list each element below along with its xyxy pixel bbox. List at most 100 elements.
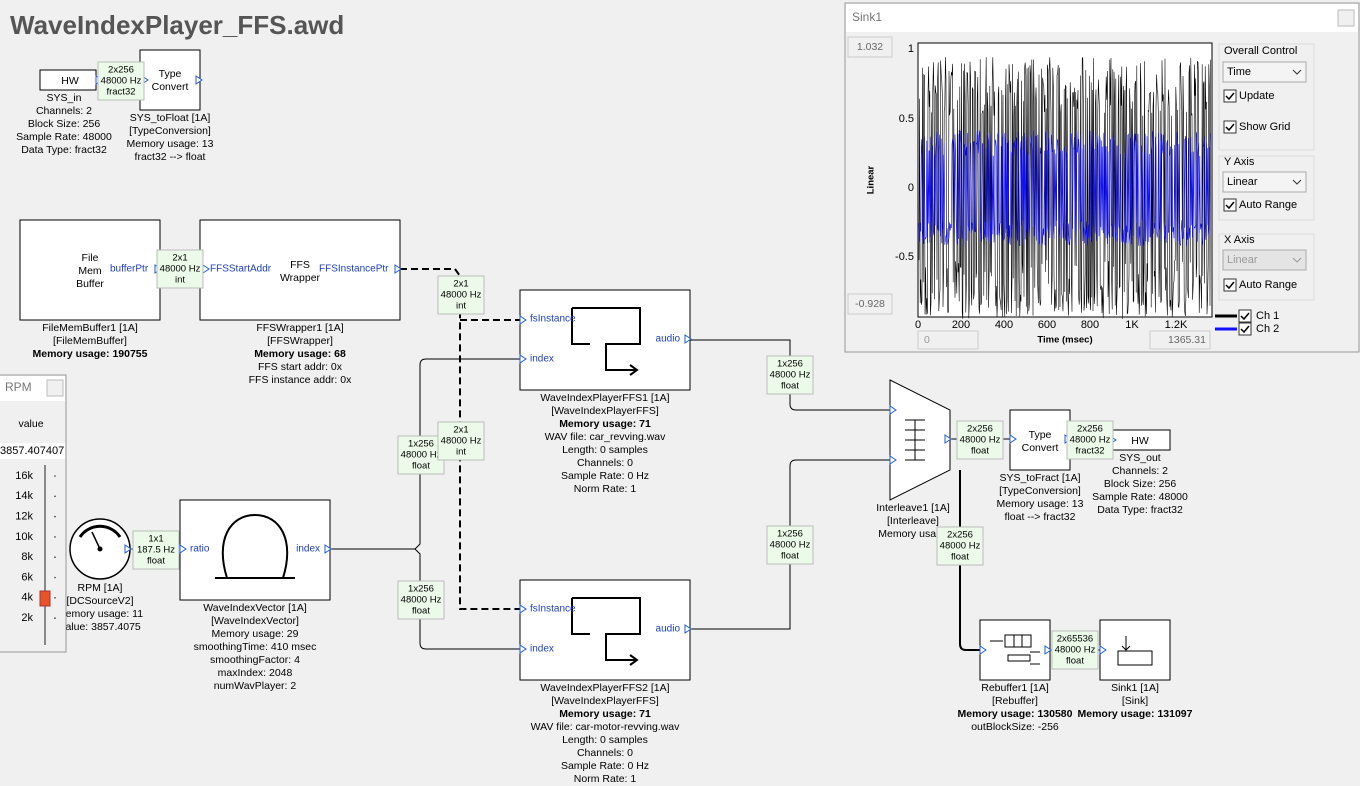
- block-caption: float --> fract32: [1005, 511, 1076, 523]
- sink-icon: [1117, 636, 1153, 666]
- wire-info-box[interactable]: [766, 525, 814, 565]
- y-axis-label: Linear: [866, 165, 877, 194]
- close-button[interactable]: [1337, 9, 1355, 27]
- wire-info: 2x256: [947, 530, 973, 541]
- wire-info-box[interactable]: [936, 526, 984, 566]
- readout-box: [847, 36, 893, 58]
- block-caption: Sample Rate: 48000: [16, 131, 112, 143]
- slider-tick: [54, 597, 56, 599]
- block-caption: WaveIndexVector [1A]: [203, 602, 307, 614]
- wire-info: 48000 Hz: [1055, 645, 1096, 656]
- port-label: ratio: [190, 544, 210, 555]
- port-arrow: [1044, 645, 1052, 655]
- block-label: File: [82, 252, 99, 264]
- close-button[interactable]: [46, 379, 64, 397]
- slider-tick: [54, 515, 56, 518]
- block-caption: Data Type: fract32: [1097, 504, 1183, 516]
- block-caption: Block Size: 256: [1104, 478, 1177, 490]
- wire-info: 1x256: [408, 439, 434, 450]
- wire-info: 2x256: [108, 65, 134, 76]
- slider-tick: [54, 536, 56, 538]
- wire-info: float: [781, 551, 799, 562]
- interleave-icon: [905, 419, 925, 461]
- block-label: Mem: [78, 265, 102, 277]
- dropdown[interactable]: [1222, 61, 1307, 83]
- sink-text: 1K: [1125, 319, 1139, 331]
- sink-text: Linear: [1227, 176, 1258, 188]
- dropdown[interactable]: [1222, 171, 1307, 193]
- dropdown: [1222, 249, 1307, 271]
- sink-text: 1: [908, 43, 914, 55]
- wire-info-box[interactable]: [132, 530, 180, 570]
- wire-info-box[interactable]: [1051, 630, 1099, 670]
- wire-info: int: [456, 447, 466, 458]
- block-caption: SYS_out: [1119, 452, 1161, 464]
- slider-tick: [54, 617, 56, 619]
- wave-index-vector-block[interactable]: [179, 499, 331, 601]
- player2-block[interactable]: [519, 579, 691, 681]
- port-label: index: [530, 644, 554, 655]
- port-arrow: [944, 434, 952, 444]
- rebuffer-block[interactable]: [979, 619, 1051, 681]
- block-caption: WaveIndexPlayerFFS1 [1A]: [540, 392, 669, 404]
- player1-block[interactable]: [519, 289, 691, 391]
- block-caption: Sink1 [1A]: [1111, 682, 1159, 694]
- file-mem-buffer-block[interactable]: [19, 219, 161, 321]
- x-min-readout: 0: [924, 334, 930, 346]
- wire-info-box[interactable]: [437, 421, 485, 461]
- title-bar: [846, 4, 1358, 32]
- block-caption: [FFSWrapper]: [267, 335, 333, 347]
- checkbox[interactable]: [1223, 278, 1237, 292]
- block-label: Convert: [152, 81, 189, 93]
- sink-text: Update: [1239, 90, 1274, 102]
- wire-info: 2x256: [1077, 424, 1103, 435]
- wire-info-box[interactable]: [956, 420, 1004, 460]
- column-header: value: [18, 418, 43, 430]
- block-caption: [FileMemBuffer]: [53, 335, 127, 347]
- block-caption: fract32 --> float: [135, 151, 206, 163]
- wire-info-box[interactable]: [397, 580, 445, 620]
- checkmark: [1240, 312, 1250, 321]
- block-caption: maxIndex: 2048: [218, 667, 293, 679]
- port-arrow: [324, 544, 332, 554]
- y-min-readout: -0.928: [855, 298, 885, 310]
- slider-thumb[interactable]: [39, 590, 51, 607]
- block-caption: Memory usage: 68: [254, 348, 346, 360]
- wire-info: fract32: [106, 87, 135, 98]
- dropdown-chevron: [1292, 257, 1302, 263]
- block-caption: [Interleave]: [887, 515, 939, 527]
- block-caption: [WaveIndexPlayerFFS]: [551, 695, 659, 707]
- port-label: index: [296, 544, 320, 555]
- checkmark: [1225, 201, 1235, 210]
- block-caption: Memory usage: 13: [127, 138, 214, 150]
- block-caption: WaveIndexPlayerFFS2 [1A]: [540, 682, 669, 694]
- wire-info: 1x256: [777, 359, 803, 370]
- group-title: X Axis: [1224, 234, 1255, 246]
- block-caption: Sample Rate: 0 Hz: [561, 470, 649, 482]
- checkbox[interactable]: [1238, 309, 1252, 323]
- checkbox[interactable]: [1223, 120, 1237, 134]
- wire-info-box[interactable]: [97, 61, 145, 101]
- checkbox[interactable]: [1238, 322, 1252, 336]
- port-label: FFSStartAddr: [210, 264, 272, 275]
- port-arrow: [519, 354, 527, 364]
- sink-block[interactable]: [1099, 619, 1171, 681]
- sink-text: 0: [908, 182, 914, 194]
- sink-text: 0: [915, 319, 921, 331]
- wire-info-box[interactable]: [437, 275, 485, 315]
- sink-text: Ch 2: [1256, 323, 1279, 335]
- x-max-readout: 1365.31: [1168, 334, 1206, 346]
- wire-info-box[interactable]: [156, 249, 204, 289]
- checkbox[interactable]: [1223, 198, 1237, 212]
- wire-info: fract32: [1075, 446, 1104, 457]
- checkbox[interactable]: [1223, 89, 1237, 103]
- wire-info: 48000 Hz: [441, 436, 482, 447]
- slider-tick-label: 4k: [21, 592, 33, 604]
- waveform-trace: [918, 57, 1211, 319]
- group-box: [1218, 233, 1315, 301]
- wire-info-box[interactable]: [766, 355, 814, 395]
- port-arrow: [179, 544, 187, 554]
- type-convert-block[interactable]: [1009, 409, 1071, 471]
- wire-info-box[interactable]: [1066, 420, 1114, 460]
- block-caption: Norm Rate: 1: [574, 773, 637, 785]
